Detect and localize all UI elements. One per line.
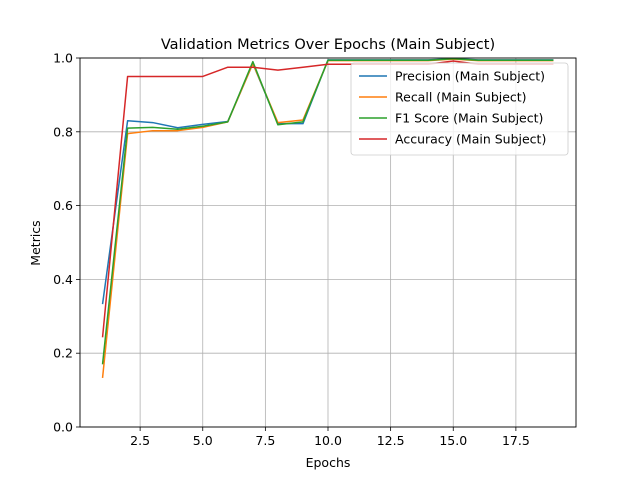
y-tick-label: 1.0: [53, 51, 73, 66]
legend-label: F1 Score (Main Subject): [395, 111, 543, 126]
y-tick-label: 0.4: [53, 272, 73, 287]
legend: Precision (Main Subject) Recall (Main Sub…: [350, 62, 569, 156]
x-tick-label: 2.5: [130, 433, 150, 448]
x-tick-label: 12.5: [377, 433, 405, 448]
x-axis-ticks: 2.5 5.0 7.5 10.0 12.5 15.0 17.5: [130, 427, 530, 448]
y-tick-label: 0.2: [53, 346, 73, 361]
legend-box: [350, 62, 569, 156]
y-tick-label: 0.6: [53, 198, 73, 213]
y-tick-label: 0.8: [53, 124, 73, 139]
legend-label: Precision (Main Subject): [395, 69, 545, 84]
x-tick-label: 15.0: [439, 433, 467, 448]
y-axis-ticks: 0.0 0.2 0.4 0.6 0.8 1.0: [53, 51, 80, 435]
x-tick-label: 7.5: [255, 433, 275, 448]
y-axis-label: Metrics: [28, 220, 43, 265]
x-tick-label: 5.0: [193, 433, 213, 448]
legend-label: Recall (Main Subject): [395, 90, 527, 105]
chart-title: Validation Metrics Over Epochs (Main Sub…: [161, 37, 495, 53]
y-tick-label: 0.0: [53, 420, 73, 435]
x-tick-label: 10.0: [314, 433, 342, 448]
series-line: [101, 57, 554, 365]
x-tick-label: 17.5: [502, 433, 530, 448]
x-axis-label: Epochs: [306, 455, 351, 470]
legend-label: Accuracy (Main Subject): [395, 132, 546, 147]
